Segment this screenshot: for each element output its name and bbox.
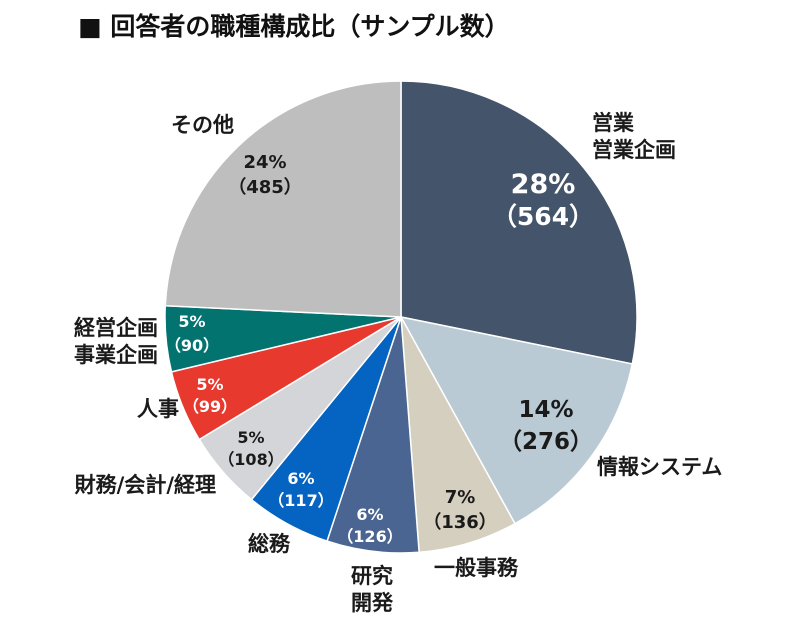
slice-count-label: （117） [268,491,333,510]
slice-percent-label: 28% [511,169,576,200]
slice-percent-label: 6% [287,469,314,488]
slice-count-label: （126） [337,527,402,546]
slice-category-label: 一般事務 [434,556,519,580]
slice-percent-label: 7% [445,487,476,508]
slice-category-label: 研究開発 [351,564,394,615]
slice-count-label: （276） [499,428,593,455]
slice-percent-label: 6% [356,505,383,524]
pie-slices [164,80,638,554]
slice-percent-label: 5% [178,312,205,331]
slice-percent-label: 14% [518,397,573,423]
slice-category-label: 財務/会計/経理 [75,473,216,497]
slice-category-label: 総務 [248,532,291,556]
slice-count-label: （136） [423,512,497,533]
slice-percent-label: 5% [237,428,264,447]
slice-category-label: 情報システム [597,455,722,479]
chart-title: ■ 回答者の職種構成比（サンプル数） [78,12,510,41]
pie-slice-1 [400,80,638,365]
pie-labels: 営業営業企画 28%（564） 情報システム 14% （276） 一般事務 7% （136） 研… [74,111,722,615]
slice-count-label: （90） [165,336,219,355]
slice-category-label: 経営企画事業企画 [74,316,158,367]
slice-category-label: 営業営業企画 [592,111,676,162]
slice-percent-label: 5% [196,375,223,394]
slice-count-label: （564） [492,202,594,231]
slice-percent-label: 24% [243,152,286,173]
slice-category-label: 人事 [137,397,179,421]
pie-slice-2 [399,315,634,525]
slice-count-label: （485） [228,177,302,198]
slice-category-label: その他 [171,113,234,137]
slice-count-label: （99） [183,397,237,416]
pie-slice-9 [164,80,402,318]
slice-count-label: （108） [218,450,283,469]
